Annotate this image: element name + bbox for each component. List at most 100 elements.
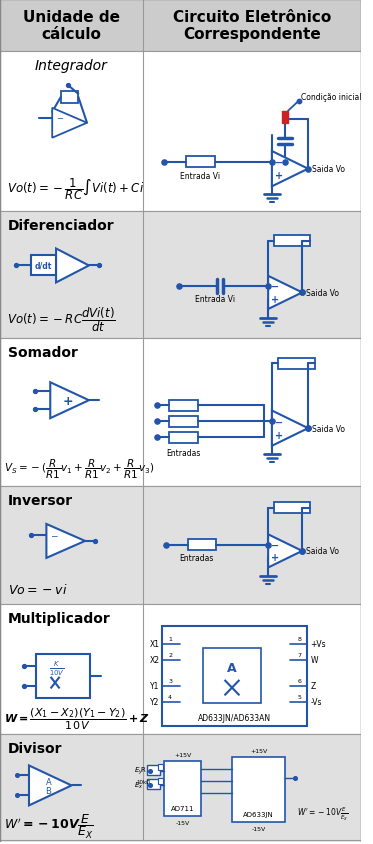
- Text: +: +: [275, 430, 283, 441]
- Text: Multiplicador: Multiplicador: [8, 611, 110, 625]
- Bar: [0, 604, 361, 733]
- Text: $Vo(t) = -RC\dfrac{dVi(t)}{dt}$: $Vo(t) = -RC\dfrac{dVi(t)}{dt}$: [7, 305, 116, 333]
- Text: +15V: +15V: [250, 749, 267, 754]
- Text: Saida Vo: Saida Vo: [306, 547, 339, 555]
- Polygon shape: [272, 411, 308, 446]
- Bar: [157, 765, 163, 771]
- Text: −: −: [275, 158, 283, 168]
- Polygon shape: [29, 766, 72, 805]
- Text: 4: 4: [168, 694, 172, 699]
- Bar: [278, 359, 315, 370]
- Text: $\boldsymbol{W = \dfrac{(X_1-X_2)(Y_1-Y_2)}{10\,V} + Z}$: $\boldsymbol{W = \dfrac{(X_1-X_2)(Y_1-Y_…: [4, 706, 150, 732]
- Bar: [232, 758, 285, 822]
- Text: Entradas: Entradas: [179, 553, 213, 562]
- Text: B: B: [46, 786, 51, 795]
- Bar: [188, 539, 216, 550]
- Text: d/dt: d/dt: [35, 262, 52, 271]
- Text: Unidade de
cálculo: Unidade de cálculo: [23, 10, 120, 42]
- Text: -15V: -15V: [176, 820, 190, 825]
- Point: [21, 659, 27, 673]
- Point: [299, 286, 305, 300]
- Point: [269, 415, 275, 429]
- Text: R: R: [141, 766, 145, 772]
- Bar: [186, 157, 214, 168]
- Point: [305, 163, 311, 176]
- Text: 8: 8: [298, 636, 302, 641]
- Polygon shape: [272, 152, 308, 187]
- Text: Integrador: Integrador: [35, 59, 108, 73]
- Text: 3: 3: [168, 678, 172, 683]
- Text: A: A: [46, 777, 51, 786]
- Polygon shape: [50, 383, 89, 419]
- Text: +Vs: +Vs: [310, 640, 326, 648]
- Bar: [36, 654, 90, 698]
- Text: +: +: [275, 171, 283, 181]
- Point: [15, 788, 21, 802]
- Text: Divisor: Divisor: [8, 741, 62, 755]
- Point: [154, 431, 160, 445]
- Bar: [273, 235, 310, 246]
- Text: +: +: [271, 295, 279, 305]
- Text: W: W: [310, 656, 318, 664]
- Text: −: −: [57, 114, 63, 123]
- Bar: [203, 648, 261, 703]
- Text: X2: X2: [150, 656, 160, 664]
- Bar: [169, 401, 198, 412]
- Text: Condição inicial: Condição inicial: [301, 93, 361, 102]
- Bar: [157, 778, 163, 785]
- Text: Entrada Vi: Entrada Vi: [195, 295, 235, 304]
- Point: [147, 765, 153, 778]
- Text: +: +: [62, 394, 73, 407]
- Text: Diferenciador: Diferenciador: [8, 219, 115, 232]
- Text: Saida Vo: Saida Vo: [306, 289, 339, 298]
- Text: X1: X1: [150, 640, 160, 648]
- Polygon shape: [268, 534, 302, 568]
- Point: [296, 95, 302, 108]
- Bar: [0, 339, 361, 486]
- Bar: [147, 766, 160, 776]
- Text: AD633JN: AD633JN: [243, 811, 274, 817]
- Text: AD633JN/AD633AN: AD633JN/AD633AN: [198, 713, 272, 722]
- Polygon shape: [52, 109, 87, 138]
- Bar: [0, 733, 361, 841]
- Point: [163, 538, 169, 552]
- Text: −: −: [275, 417, 283, 427]
- Text: Y2: Y2: [150, 697, 160, 706]
- Text: Inversor: Inversor: [8, 494, 73, 507]
- Point: [265, 280, 271, 294]
- Text: Z: Z: [310, 681, 316, 690]
- Text: 2: 2: [168, 652, 172, 657]
- Point: [21, 679, 27, 693]
- Bar: [169, 432, 198, 443]
- Text: −: −: [271, 282, 279, 292]
- Text: Circuito Eletrônico
Correspondente: Circuito Eletrônico Correspondente: [173, 10, 331, 42]
- Point: [299, 544, 305, 558]
- Text: AD711: AD711: [171, 805, 194, 811]
- Point: [299, 544, 305, 558]
- Bar: [0, 0, 361, 51]
- Text: 5: 5: [298, 694, 302, 699]
- Text: Saida Vo: Saida Vo: [312, 425, 345, 433]
- Point: [147, 779, 153, 793]
- Point: [28, 528, 34, 542]
- Text: $E_y$: $E_y$: [134, 765, 143, 776]
- Bar: [31, 257, 56, 276]
- Bar: [0, 486, 361, 604]
- Text: Somador: Somador: [8, 346, 78, 360]
- Point: [95, 259, 101, 273]
- Bar: [282, 111, 288, 123]
- Text: Entrada Vi: Entrada Vi: [180, 171, 220, 181]
- Bar: [273, 503, 310, 514]
- Bar: [162, 626, 307, 726]
- Text: A: A: [227, 662, 237, 674]
- Polygon shape: [56, 249, 89, 283]
- Point: [15, 769, 21, 782]
- Text: Saida Vo: Saida Vo: [312, 165, 345, 174]
- Point: [13, 259, 19, 273]
- Polygon shape: [46, 524, 85, 558]
- Text: $E_x$: $E_x$: [134, 779, 143, 790]
- Point: [32, 385, 38, 398]
- Text: −: −: [271, 540, 279, 550]
- Point: [154, 399, 160, 413]
- Text: +: +: [271, 553, 279, 563]
